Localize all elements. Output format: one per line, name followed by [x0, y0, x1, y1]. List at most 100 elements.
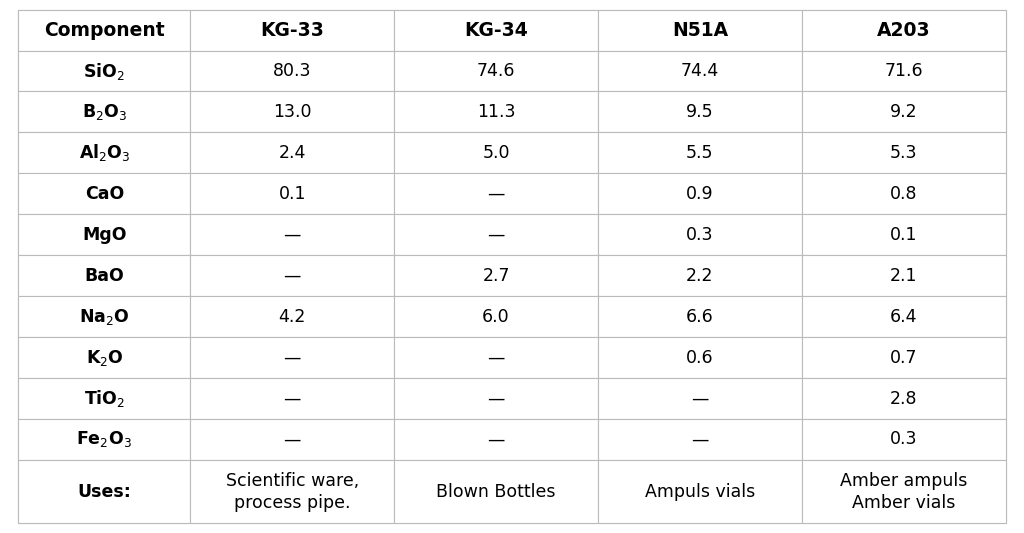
Text: —: —	[284, 226, 301, 244]
Bar	[802, 255, 1006, 296]
Bar	[190, 92, 394, 132]
Bar	[18, 255, 190, 296]
Bar	[802, 460, 1006, 523]
Bar	[598, 214, 802, 255]
Text: 0.1: 0.1	[890, 226, 918, 244]
Text: K$_2$O: K$_2$O	[85, 348, 123, 368]
Text: —: —	[284, 431, 301, 448]
Bar	[394, 173, 598, 214]
Bar	[18, 173, 190, 214]
Bar	[802, 51, 1006, 92]
Bar	[18, 460, 190, 523]
Text: —: —	[284, 349, 301, 367]
Text: A203: A203	[877, 21, 931, 39]
Text: BaO: BaO	[85, 266, 124, 285]
Bar	[190, 296, 394, 337]
Text: 0.3: 0.3	[686, 226, 714, 244]
Bar	[394, 132, 598, 173]
Text: 6.0: 6.0	[482, 308, 510, 326]
Text: Amber ampuls
Amber vials: Amber ampuls Amber vials	[840, 472, 968, 512]
Bar	[598, 132, 802, 173]
Bar	[394, 214, 598, 255]
Text: —: —	[487, 390, 505, 408]
Text: Blown Bottles: Blown Bottles	[436, 483, 556, 500]
Bar	[394, 255, 598, 296]
Bar	[598, 419, 802, 460]
Text: 2.8: 2.8	[890, 390, 918, 408]
Text: 74.4: 74.4	[681, 62, 719, 80]
Bar	[394, 10, 598, 51]
Text: —: —	[487, 185, 505, 203]
Bar	[18, 378, 190, 419]
Text: —: —	[487, 226, 505, 244]
Bar	[394, 51, 598, 92]
Text: 13.0: 13.0	[273, 103, 311, 121]
Bar	[394, 92, 598, 132]
Text: Component: Component	[44, 21, 165, 39]
Text: N51A: N51A	[672, 21, 728, 39]
Bar	[18, 51, 190, 92]
Text: KG-33: KG-33	[260, 21, 325, 39]
Bar	[190, 214, 394, 255]
Bar	[190, 51, 394, 92]
Text: 4.2: 4.2	[279, 308, 306, 326]
Text: Scientific ware,
process pipe.: Scientific ware, process pipe.	[225, 472, 358, 512]
Text: 5.0: 5.0	[482, 144, 510, 162]
Bar	[190, 378, 394, 419]
Bar	[394, 296, 598, 337]
Text: 0.6: 0.6	[686, 349, 714, 367]
Bar	[190, 255, 394, 296]
Bar	[18, 337, 190, 378]
Text: 5.3: 5.3	[890, 144, 918, 162]
Text: 2.4: 2.4	[279, 144, 306, 162]
Text: Na$_2$O: Na$_2$O	[79, 306, 130, 327]
Text: KG-34: KG-34	[464, 21, 528, 39]
Text: MgO: MgO	[82, 226, 127, 244]
Bar	[802, 92, 1006, 132]
Bar	[598, 10, 802, 51]
Text: —: —	[691, 431, 709, 448]
Bar	[394, 419, 598, 460]
Bar	[598, 92, 802, 132]
Text: —: —	[691, 390, 709, 408]
Text: —: —	[487, 349, 505, 367]
Bar	[18, 419, 190, 460]
Bar	[18, 296, 190, 337]
Text: 2.7: 2.7	[482, 266, 510, 285]
Bar	[802, 10, 1006, 51]
Bar	[190, 173, 394, 214]
Bar	[190, 460, 394, 523]
Bar	[394, 378, 598, 419]
Bar	[802, 173, 1006, 214]
Bar	[18, 214, 190, 255]
Bar	[802, 296, 1006, 337]
Bar	[190, 337, 394, 378]
Text: TiO$_2$: TiO$_2$	[84, 388, 125, 409]
Text: CaO: CaO	[85, 185, 124, 203]
Bar	[802, 132, 1006, 173]
Text: 2.2: 2.2	[686, 266, 714, 285]
Bar	[598, 255, 802, 296]
Text: Al$_2$O$_3$: Al$_2$O$_3$	[79, 142, 130, 164]
Bar	[598, 51, 802, 92]
Bar	[190, 419, 394, 460]
Text: 80.3: 80.3	[273, 62, 311, 80]
Bar	[598, 337, 802, 378]
Bar	[802, 378, 1006, 419]
Text: SiO$_2$: SiO$_2$	[83, 61, 125, 82]
Text: 0.3: 0.3	[890, 431, 918, 448]
Bar	[18, 92, 190, 132]
Bar	[598, 296, 802, 337]
Text: Uses:: Uses:	[78, 483, 131, 500]
Text: 6.6: 6.6	[686, 308, 714, 326]
Bar	[394, 460, 598, 523]
Bar	[18, 10, 190, 51]
Text: 5.5: 5.5	[686, 144, 714, 162]
Text: 9.2: 9.2	[890, 103, 918, 121]
Bar	[802, 419, 1006, 460]
Text: 71.6: 71.6	[885, 62, 923, 80]
Text: 11.3: 11.3	[477, 103, 515, 121]
Text: 74.6: 74.6	[477, 62, 515, 80]
Text: 0.8: 0.8	[890, 185, 918, 203]
Text: Fe$_2$O$_3$: Fe$_2$O$_3$	[77, 430, 132, 449]
